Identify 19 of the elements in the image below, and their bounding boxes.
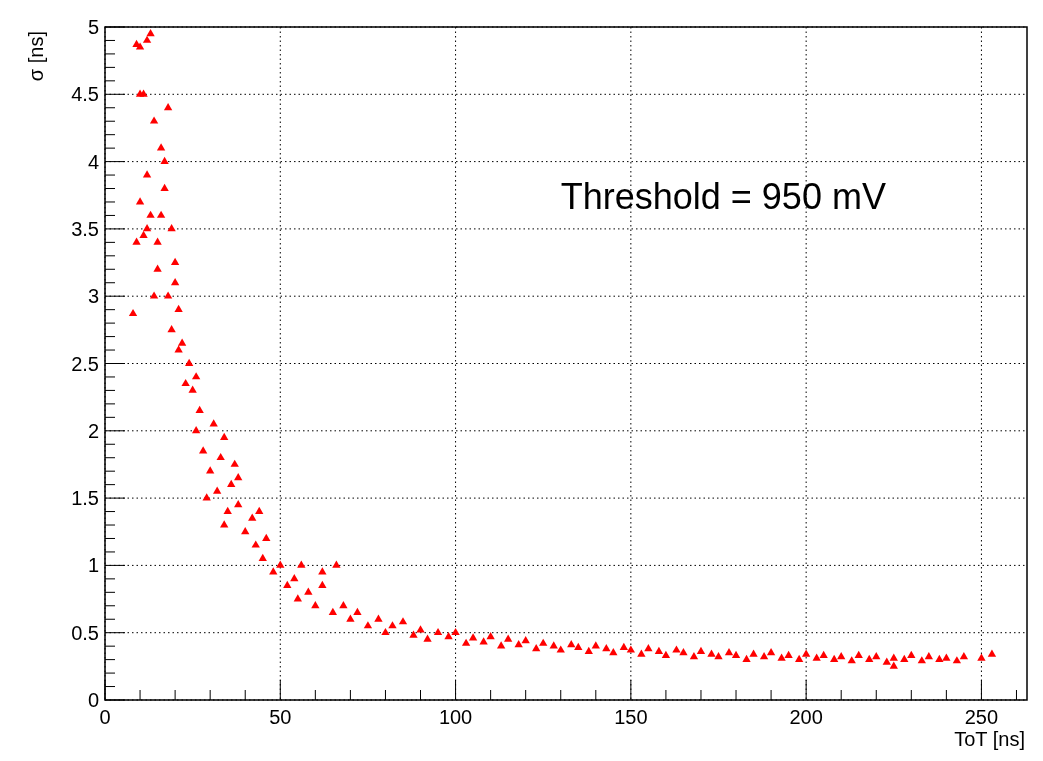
x-tick-label: 200 xyxy=(789,706,823,728)
y-tick-label: 1.5 xyxy=(71,487,99,510)
y-tick-label: 3.5 xyxy=(71,217,99,240)
y-tick-label: 4 xyxy=(87,150,99,173)
y-tick-label: 0 xyxy=(87,689,99,711)
y-tick-label: 2.5 xyxy=(71,352,99,375)
y-axis-title: σ [ns] xyxy=(25,31,47,82)
x-axis-title: ToT [ns] xyxy=(954,728,1025,750)
y-tick-label: 2 xyxy=(87,419,99,442)
x-tick-label: 100 xyxy=(438,706,473,728)
x-tick-label: 50 xyxy=(269,706,292,728)
x-tick-label: 150 xyxy=(614,706,648,728)
y-tick-label: 5 xyxy=(87,16,99,38)
annotation: Threshold = 950 mV xyxy=(560,176,886,218)
y-tick-label: 0.5 xyxy=(71,621,99,644)
y-tick-label: 3 xyxy=(87,285,99,308)
y-tick-label: 1 xyxy=(87,554,99,577)
y-tick-label: 4.5 xyxy=(71,83,99,106)
x-tick-label: 250 xyxy=(964,706,999,728)
